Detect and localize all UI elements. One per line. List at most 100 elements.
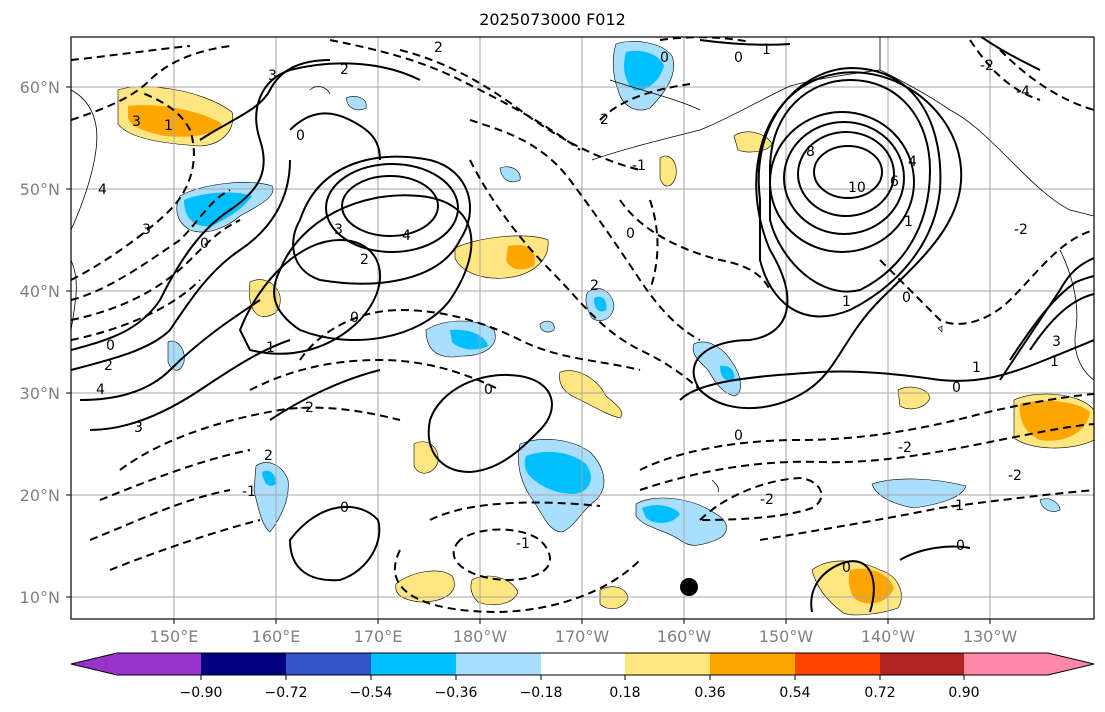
colorbar-tick-label: −0.54 <box>350 685 393 701</box>
lat-label: 60°N <box>20 78 60 97</box>
lat-label: 50°N <box>20 180 60 199</box>
lon-label: 150°E <box>150 627 199 646</box>
contour-label: 2 <box>590 278 599 294</box>
lon-label: 160°E <box>252 627 301 646</box>
contour-labels: 1 0 3 4 2 0 1 0 2 4 3 -2 0 0 -1 2 -1 0 3… <box>96 40 1061 576</box>
contour-label: 1 <box>164 118 173 134</box>
contour-label: 0 <box>842 560 851 576</box>
colorbar-bin <box>201 653 286 675</box>
contour-label: 10 <box>848 180 866 196</box>
contour-label: 0 <box>734 50 743 66</box>
contour-label: 3 <box>142 222 151 238</box>
colorbar: −0.90 −0.72 −0.54 −0.36 −0.18 0.18 0.36 … <box>70 652 1095 701</box>
contour-label: 0 <box>296 128 305 144</box>
contour-label: 0 <box>660 50 669 66</box>
lat-label: 10°N <box>20 588 60 607</box>
colorbar-bin <box>456 653 541 675</box>
lon-label: 170°E <box>354 627 403 646</box>
colorbar-tick-label: 0.90 <box>948 685 979 701</box>
contour-label: 3 <box>134 420 143 436</box>
contour-label: 1 <box>972 360 981 376</box>
colorbar-bin <box>880 653 964 675</box>
map-content: 1 0 3 4 2 0 1 0 2 4 3 -2 0 0 -1 2 -1 0 3… <box>71 37 1094 619</box>
contour-label: 4 <box>98 182 107 198</box>
contour-label: 1 <box>904 214 913 230</box>
contour-label: 1 <box>266 340 275 356</box>
location-marker <box>680 578 698 596</box>
contour-label: 0 <box>734 428 743 444</box>
lon-labels: 150°E 160°E 170°E 180°W 170°W 160°W 150°… <box>150 627 1018 646</box>
colorbar-tick-label: 0.18 <box>609 685 640 701</box>
lat-label: 20°N <box>20 486 60 505</box>
contour-label: 0 <box>106 338 115 354</box>
colorbar-tick-label: −0.72 <box>265 685 308 701</box>
contour-label: 2 <box>360 252 369 268</box>
negative-shading <box>167 41 1061 546</box>
lat-label: 30°N <box>20 384 60 403</box>
lon-label: 130°W <box>963 627 1018 646</box>
positive-contours <box>71 37 1094 613</box>
contour-label: 0 <box>626 226 635 242</box>
contour-label: -2 <box>1014 222 1028 238</box>
colorbar-bin <box>625 653 710 675</box>
contour-label: 0 <box>484 382 493 398</box>
contour-label: 2 <box>434 40 443 56</box>
contour-label: -1 <box>632 158 646 174</box>
contour-label: 2 <box>264 448 273 464</box>
lon-label: 140°W <box>861 627 916 646</box>
contour-label: -1 <box>516 536 530 552</box>
coastlines <box>71 37 1094 493</box>
lon-label: 180°W <box>453 627 508 646</box>
colorbar-tick-label: 0.54 <box>779 685 810 701</box>
colorbar-extend-low <box>71 653 201 675</box>
lon-ticks <box>173 619 991 624</box>
negative-contours <box>71 37 1094 614</box>
contour-label: 8 <box>806 144 815 160</box>
colorbar-bin <box>710 653 795 675</box>
contour-label: -2 <box>898 440 912 456</box>
contour-label: 3 <box>1052 334 1061 350</box>
colorbar-bin <box>541 653 625 675</box>
contour-label: -2 <box>1008 468 1022 484</box>
contour-label: 1 <box>842 294 851 310</box>
contour-label: 0 <box>902 290 911 306</box>
colorbar-tick-label: −0.18 <box>520 685 563 701</box>
contour-label: 4 <box>96 382 105 398</box>
colorbar-tick-label: −0.36 <box>435 685 478 701</box>
contour-label: 3 <box>132 114 141 130</box>
contour-label: -4 <box>1016 84 1030 100</box>
contour-label: 0 <box>350 310 359 326</box>
lon-label: 170°W <box>555 627 610 646</box>
lon-label: 150°W <box>759 627 814 646</box>
contour-label: -1 <box>950 498 964 514</box>
colorbar-tick-label: 0.36 <box>694 685 725 701</box>
contour-label: -2 <box>980 58 994 74</box>
contour-label: 2 <box>340 62 349 78</box>
contour-label: 1 <box>762 42 771 58</box>
contour-label: 2 <box>600 112 609 128</box>
colorbar-bin <box>286 653 371 675</box>
lat-ticks <box>66 86 71 598</box>
positive-shading <box>117 86 1094 616</box>
contour-label: 3 <box>268 68 277 84</box>
contour-label: -2 <box>300 400 314 416</box>
contour-label: 0 <box>340 500 349 516</box>
contour-label: 2 <box>104 358 113 374</box>
colorbar-outline <box>70 652 1095 676</box>
colorbar-bin <box>371 653 456 675</box>
contour-label: 0 <box>956 538 965 554</box>
colorbar-tick-label: −0.90 <box>180 685 223 701</box>
contour-label: 6 <box>890 174 899 190</box>
contour-label: 0 <box>200 236 209 252</box>
colorbar-bin <box>795 653 880 675</box>
contour-label: 4 <box>908 154 917 170</box>
colorbar-extend-high <box>964 653 1094 675</box>
lon-label: 160°W <box>657 627 712 646</box>
lat-label: 40°N <box>20 282 60 301</box>
contour-label: 0 <box>952 380 961 396</box>
contour-label: -2 <box>760 492 774 508</box>
contour-label: 1 <box>1050 354 1059 370</box>
colorbar-ticks <box>200 675 965 680</box>
contour-label: -1 <box>242 484 256 500</box>
